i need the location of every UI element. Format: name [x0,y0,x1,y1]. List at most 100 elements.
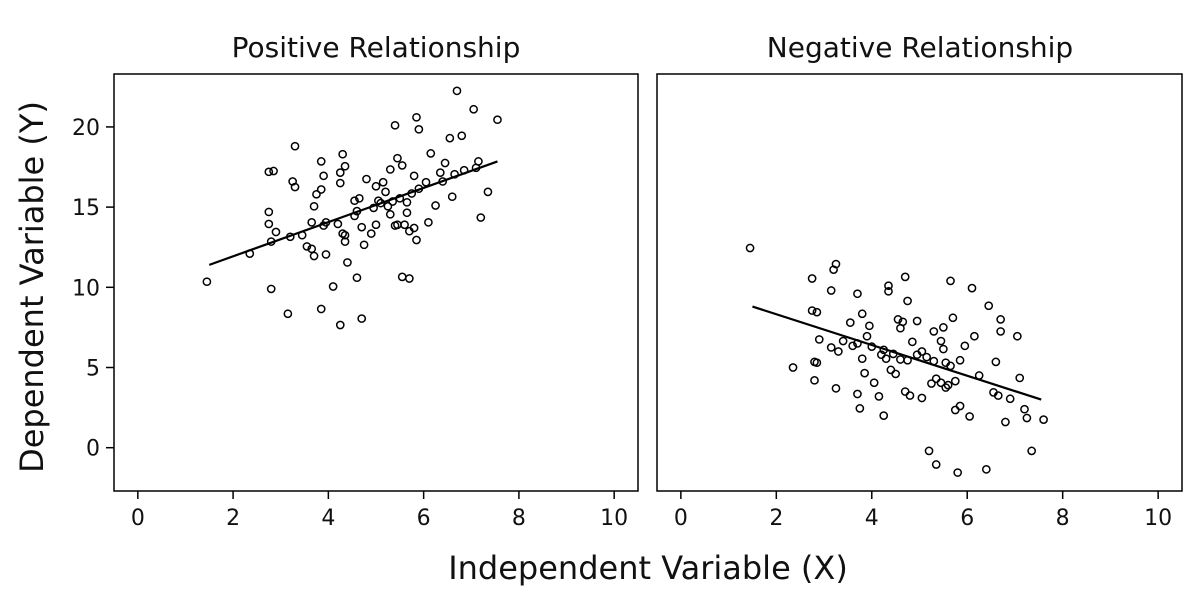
scatter-point [981,464,991,474]
plot-frame-negative [656,73,1183,492]
scatter-point [939,344,948,354]
scatter-point [435,168,445,177]
scatter-point [807,306,817,315]
scatter-point [996,327,1005,336]
x-tick-label: 0 [131,506,145,531]
scatter-point [290,141,300,151]
scatter-point [857,309,867,319]
scatter-point [960,341,970,351]
scatter-point [383,201,393,211]
scatter-point [857,354,867,364]
scatter-point [862,331,872,341]
scatter-point [431,201,440,210]
scatter-point [946,276,955,286]
scatter-point [476,213,486,222]
scatter-point [905,391,915,400]
scatter-point [266,284,276,294]
x-tick-label: 8 [1056,506,1070,531]
scatter-point [1039,415,1048,424]
scatter-point [855,404,865,413]
scatter-point [290,182,300,192]
y-tick-label: 5 [86,357,100,382]
scatter-point [340,161,350,171]
x-tick-label: 10 [600,506,628,531]
scatter-point [810,375,819,385]
scatter-point [352,273,362,283]
scatter-point [884,286,893,296]
scatter-point [898,317,908,327]
x-tick-label: 6 [417,506,431,531]
scatter-point [357,222,367,232]
scatter-point [378,177,388,187]
scatter-point [745,243,755,253]
scatter-point [335,168,345,177]
scatter-point [814,335,824,344]
scatter-point [931,374,941,384]
scatter-point [493,115,502,125]
fit-line [752,305,1042,401]
scatter-point [316,157,326,166]
scatter-point [812,307,822,317]
scatter-point [397,272,407,282]
scatter-point [1022,413,1032,423]
scatter-point [414,124,424,134]
scatter-point [838,336,848,346]
scatter-point [860,368,869,378]
scatter-point [845,318,855,327]
scatter-point [788,363,798,372]
scatter-point [357,314,367,323]
scatter-point [321,250,331,259]
panel-title-positive: Positive Relationship [232,31,521,64]
panel-negative-relationship: Negative Relationship 0 2 4 6 8 10 [656,31,1183,531]
y-axis-label: Dependent Variable (Y) [13,101,51,473]
scatter-point [965,412,974,421]
scatter-point [402,208,412,218]
y-tick-label: 10 [72,276,100,301]
scatter-point [936,336,946,346]
scatter-point [359,240,369,250]
scatter-point [991,357,1001,367]
scatter-point [381,187,390,197]
scatter-point [893,315,903,324]
x-tick-label: 6 [960,506,974,531]
scatter-point [312,189,321,199]
x-tick-label: 8 [512,506,526,531]
scatter-point [955,401,965,411]
scatter-point [879,411,889,420]
scatter-point [440,158,450,168]
scatter-point [924,446,934,456]
scatter-point [445,133,455,143]
scatter-point [264,167,274,177]
scatter-point [865,321,874,331]
scatter-point [404,274,414,283]
scatter-point [385,209,395,219]
scatter-point [302,242,312,251]
scatter-point [412,235,421,245]
scatter-point [397,161,407,170]
scatter-point [917,393,927,403]
scatter-point [340,237,350,246]
fit-line [208,160,498,266]
scatter-point [848,341,858,351]
scatter-point [929,327,939,336]
scatter-point [967,283,977,293]
scatter-point [474,157,483,166]
scatter-point [927,379,936,388]
scatter-point [907,337,917,347]
plot-frame-positive [113,73,639,492]
scatter-point [371,181,381,191]
scatter-point [316,304,326,314]
scatter-point [362,174,371,184]
scatter-point [886,365,896,375]
scatter-point [826,286,836,295]
scatter-point [483,187,493,197]
scatter-point [955,355,965,365]
scatter-point [948,313,958,323]
scatter-point [393,153,402,163]
scatter-point [853,389,862,399]
scatter-point [953,468,963,477]
x-tick-label: 2 [226,506,240,531]
y-tick-label: 0 [86,437,100,462]
scatter-point [400,220,409,230]
